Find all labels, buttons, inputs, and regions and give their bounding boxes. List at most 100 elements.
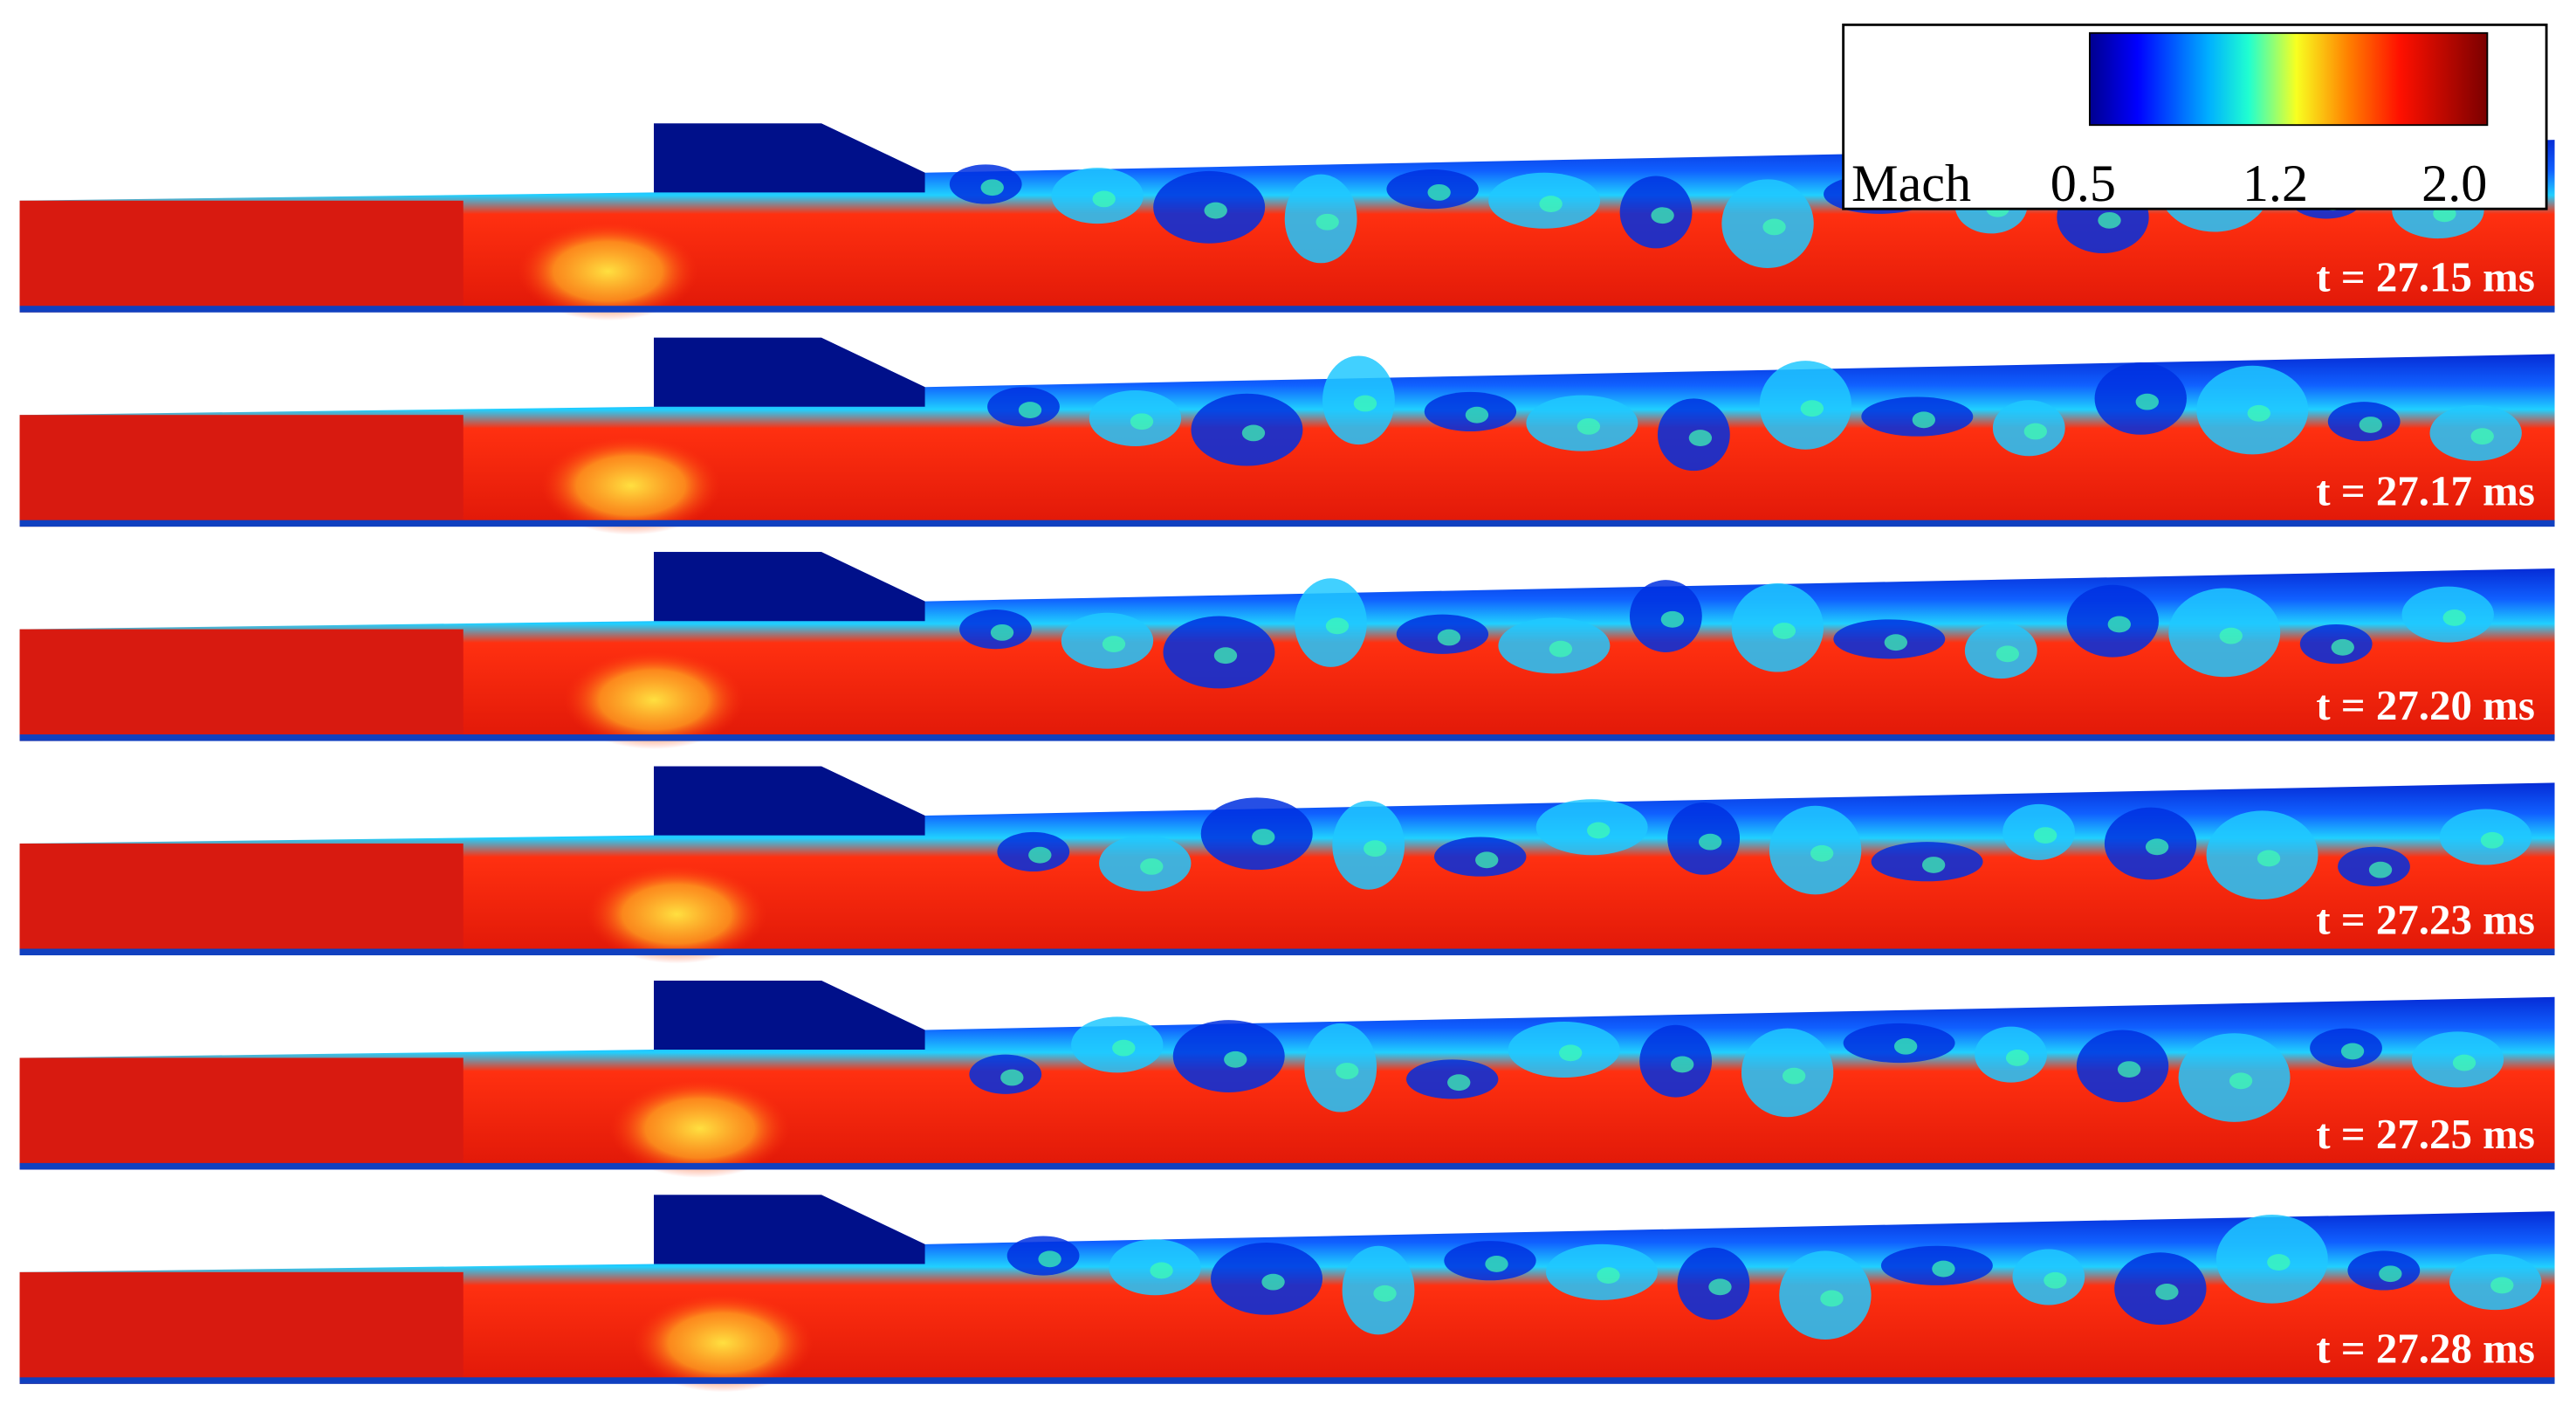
step-block (654, 980, 925, 1050)
eddy-core (2155, 1284, 2179, 1300)
eddy-core (1559, 1044, 1583, 1062)
eddy-core (2470, 428, 2494, 445)
eddy-core (1130, 413, 1154, 430)
inflow-region (19, 629, 464, 738)
eddy-core (1437, 629, 1461, 646)
eddy-core (1708, 1278, 1732, 1296)
eddy-core (1213, 647, 1238, 665)
eddy-core (1241, 424, 1266, 442)
eddy-core (1772, 623, 1796, 639)
eddy-core (1252, 829, 1275, 845)
eddy-core (2107, 616, 2131, 633)
step-block (654, 552, 925, 622)
eddy-core (2340, 1043, 2365, 1060)
inflow-region (19, 200, 464, 309)
bottom-wall (19, 734, 2555, 741)
eddy-core (1336, 1063, 1359, 1079)
eddy-core (1660, 610, 1685, 628)
eddy-core (2005, 1050, 2030, 1066)
time-label: t = 27.28 ms (2316, 1324, 2535, 1372)
inflow-region (19, 415, 464, 524)
shock-region (632, 1293, 814, 1393)
bottom-wall (19, 1162, 2555, 1170)
eddy-core (1996, 645, 2019, 663)
bottom-wall (19, 306, 2555, 313)
step-block (654, 766, 925, 836)
time-label: t = 27.17 ms (2316, 467, 2535, 515)
eddy-core (1884, 634, 1908, 651)
eddy-core (1539, 196, 1563, 212)
eddy-core (1315, 213, 1339, 231)
shock-region (563, 651, 745, 749)
eddy-core (1782, 1067, 1806, 1085)
eddy-core (1893, 1037, 1918, 1055)
eddy-core (1587, 822, 1611, 839)
eddy-core (2117, 1061, 2141, 1078)
eddy-core (2033, 827, 2057, 844)
eddy-core (1688, 430, 1713, 446)
eddy-core (1092, 190, 1116, 208)
eddy-core (1597, 1267, 1620, 1285)
shock-region (540, 436, 722, 535)
eddy-core (1353, 395, 1377, 412)
shock-region (517, 222, 698, 321)
time-label: t = 27.25 ms (2316, 1110, 2535, 1158)
eddy-core (1364, 840, 1387, 858)
eddy-core (2247, 404, 2270, 422)
bottom-wall (19, 948, 2555, 956)
panels: t = 27.15 ms t = 27.17 ms t = 27.20 ms t = … (19, 123, 2555, 1393)
shock-region (609, 1078, 791, 1178)
eddy-core (2229, 1072, 2253, 1090)
eddy-core (1921, 857, 1946, 873)
eddy-core (1373, 1285, 1397, 1302)
eddy-core (1224, 1050, 1247, 1068)
eddy-core (1762, 218, 1786, 236)
eddy-core (1932, 1260, 1955, 1278)
colorbar-label: Mach (1851, 155, 1971, 213)
eddy-core (1018, 402, 1042, 418)
eddy-core (1485, 1256, 1508, 1272)
time-label: t = 27.15 ms (2316, 252, 2535, 300)
eddy-core (1549, 640, 1573, 658)
eddy-core (2044, 1271, 2067, 1289)
colorbar-tick-label: 0.5 (2050, 155, 2116, 213)
eddy-core (1810, 844, 1834, 862)
eddy-core (1465, 406, 1489, 424)
bottom-wall (19, 520, 2555, 527)
eddy-core (2135, 393, 2159, 410)
eddy-core (990, 623, 1014, 641)
shock-region (586, 864, 767, 964)
eddy-core (2145, 838, 2169, 856)
step-block (654, 123, 925, 193)
eddy-core (1261, 1273, 1285, 1291)
time-label: t = 27.23 ms (2316, 896, 2535, 944)
eddy-core (1427, 183, 1451, 201)
flow-panel: t = 27.23 ms (19, 766, 2555, 964)
eddy-core (2098, 211, 2121, 229)
eddy-core (2379, 1265, 2402, 1283)
eddy-core (2490, 1277, 2514, 1294)
eddy-core (2442, 610, 2466, 626)
eddy-core (1204, 202, 1227, 219)
flow-panel: t = 27.25 ms (19, 980, 2555, 1178)
colorbar-tick-label: 1.2 (2243, 155, 2308, 213)
eddy-core (1140, 858, 1164, 875)
eddy-core (1447, 1074, 1471, 1092)
inflow-region (19, 844, 464, 953)
eddy-core (1150, 1262, 1173, 1279)
eddy-core (2219, 627, 2243, 644)
eddy-core (2480, 831, 2504, 849)
eddy-core (1112, 1039, 1136, 1057)
eddy-core (1102, 636, 1126, 652)
eddy-core (2368, 861, 2393, 878)
eddy-core (2023, 423, 2047, 440)
eddy-core (2267, 1254, 2291, 1271)
eddy-core (1699, 833, 1722, 851)
eddy-core (2331, 638, 2354, 656)
flow-panel: t = 27.20 ms (19, 552, 2555, 749)
eddy-core (1651, 207, 1674, 224)
eddy-core (1038, 1250, 1061, 1268)
eddy-core (1800, 400, 1824, 417)
